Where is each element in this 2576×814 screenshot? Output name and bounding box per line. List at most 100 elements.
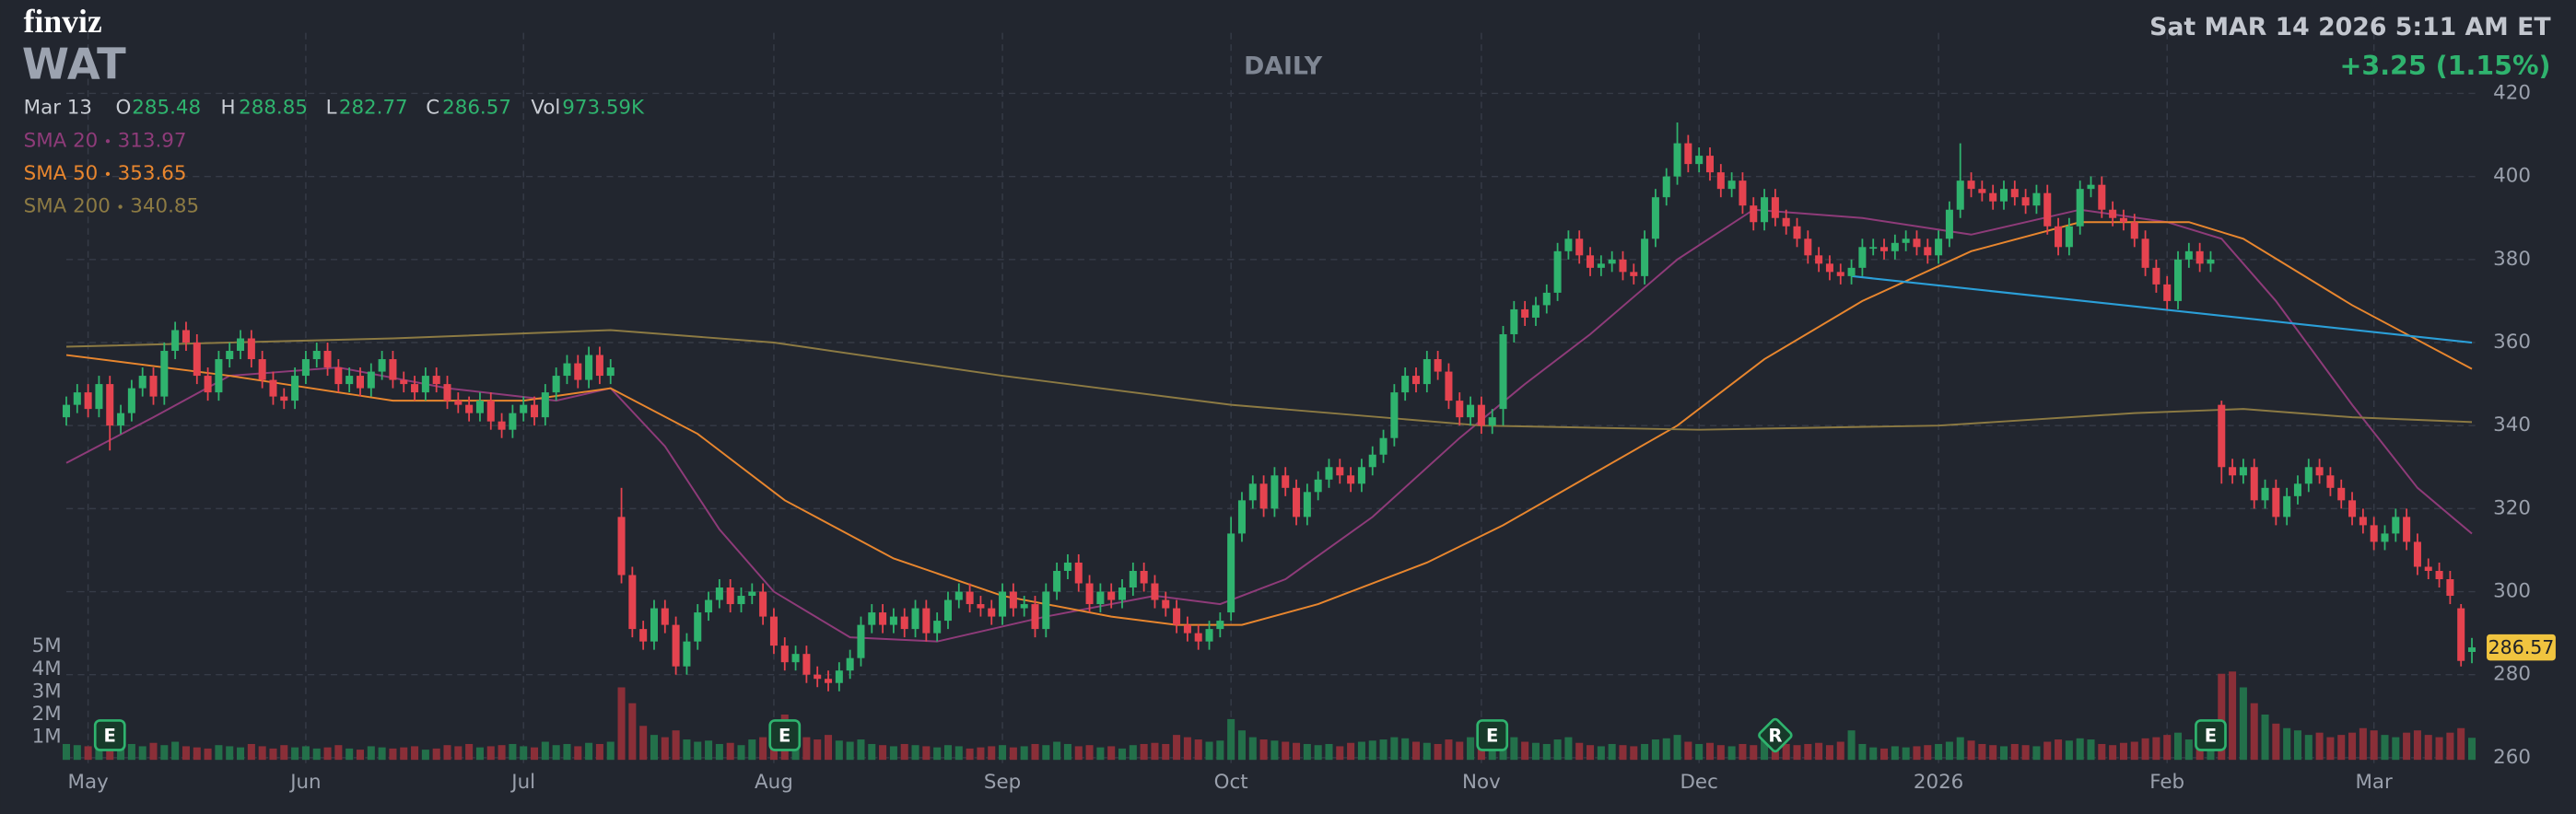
candle-body: [574, 363, 582, 380]
volume-bar: [1880, 748, 1889, 761]
candle-body: [759, 591, 767, 617]
candle-body: [1673, 143, 1681, 177]
candle-body: [1825, 263, 1833, 273]
ohlc-volume-label: Vol: [531, 97, 560, 120]
candle-body: [1869, 247, 1878, 250]
candle-body: [1967, 180, 1975, 190]
volume-bar: [520, 746, 528, 761]
volume-bar: [1858, 743, 1867, 761]
candle-body: [2348, 500, 2357, 517]
candle-body: [1978, 189, 1986, 193]
legend-name: SMA 20: [24, 129, 99, 152]
volume-bar: [1237, 730, 1246, 761]
candle-body: [791, 654, 800, 663]
candle-body: [1020, 604, 1028, 609]
candle-body: [1063, 562, 1071, 571]
event-icon: [768, 719, 802, 751]
candle-body: [312, 351, 321, 360]
volume-bar: [486, 746, 495, 761]
y-tick-label: 340: [2493, 413, 2531, 436]
volume-bar: [2109, 745, 2117, 761]
volume-bar: [824, 735, 833, 761]
candle-body: [595, 355, 603, 377]
ohlc-low: 282.77: [339, 97, 408, 120]
candle-body: [1194, 633, 1202, 642]
candle-body: [1575, 238, 1584, 256]
volume-bar: [1118, 748, 1127, 761]
candle-body: [1913, 238, 1921, 248]
candle-body: [1521, 308, 1529, 318]
candle-body: [585, 355, 593, 380]
volume-bar: [1390, 737, 1399, 761]
candle-body: [672, 624, 680, 667]
x-tick-label: Feb: [2149, 771, 2184, 794]
event-label: E: [104, 726, 116, 747]
volume-bar: [1597, 746, 1605, 761]
candle-body: [356, 376, 365, 389]
volume-bar: [1129, 745, 1137, 761]
event-marker: E: [1476, 719, 1509, 751]
candle-body: [2163, 284, 2172, 301]
volume-bar: [1727, 746, 1736, 761]
candle-body: [683, 641, 691, 667]
candle-body: [1270, 475, 1279, 509]
candle-body: [1042, 591, 1050, 630]
volume-bar: [2403, 732, 2411, 761]
volume-bar: [1227, 718, 1235, 761]
volume-bar: [726, 742, 734, 761]
candle-body: [1999, 189, 2008, 202]
volume-bar: [2457, 727, 2465, 761]
volume-bar: [193, 747, 201, 761]
volume-bar: [2446, 732, 2454, 761]
candle-body: [639, 629, 648, 642]
candle-body: [486, 401, 495, 422]
candle-body: [237, 338, 245, 352]
volume-bar: [1445, 739, 1453, 761]
candle-body: [1140, 570, 1148, 584]
volume-bar: [280, 745, 288, 761]
candle-body: [1183, 624, 1191, 634]
candle-body: [2109, 209, 2117, 218]
candle-body: [2337, 487, 2346, 501]
volume-bar: [1379, 739, 1388, 761]
volume-bar: [1999, 746, 2008, 761]
volume-bar: [694, 741, 702, 761]
volume-bar: [1063, 743, 1071, 761]
candle-body: [1336, 467, 1344, 476]
volume-bar: [2348, 732, 2357, 761]
volume-bar: [2467, 738, 2476, 761]
volume-bar: [1935, 743, 1943, 761]
candle-body: [1074, 562, 1083, 584]
candle-body: [780, 645, 789, 663]
ohlc-low-label: L: [326, 97, 337, 120]
volume-bar: [1303, 743, 1311, 761]
candle-body: [954, 591, 963, 600]
volume-bar: [1891, 746, 1899, 761]
legend-value: 313.97: [118, 129, 187, 152]
volume-bar: [954, 746, 963, 761]
candle-body: [1564, 238, 1573, 251]
volume-bar: [1750, 745, 1758, 761]
candle-body: [726, 587, 734, 605]
volume-bar: [1347, 742, 1355, 761]
volume-bar: [1684, 741, 1692, 761]
candle-body: [1248, 483, 1257, 501]
volume-bar: [127, 743, 135, 761]
volume-bar: [258, 746, 266, 761]
candle-body: [1804, 238, 1812, 256]
volume-bar: [933, 747, 942, 761]
candle-body: [1705, 156, 1715, 173]
candle-body: [301, 359, 310, 377]
volume-bar: [334, 745, 343, 761]
volume-bar: [541, 741, 549, 761]
ohlc-close-label: C: [426, 97, 439, 120]
candle-body: [193, 343, 201, 377]
volume-bar: [2326, 737, 2335, 761]
volume-bar: [1053, 741, 1061, 761]
candle-body: [2010, 189, 2019, 198]
volume-bar: [1945, 741, 1953, 761]
volume-tick-label: 4M: [32, 657, 62, 680]
x-tick-label: Nov: [1462, 771, 1501, 794]
volume-bar: [312, 748, 321, 761]
